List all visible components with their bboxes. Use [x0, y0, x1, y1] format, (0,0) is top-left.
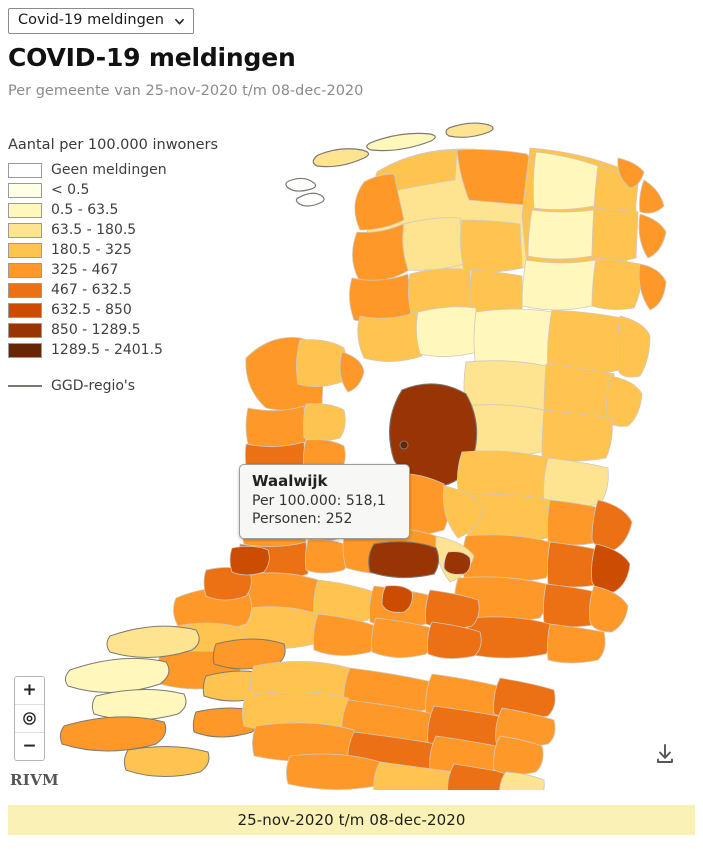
legend-item-label: 325 - 467: [51, 262, 119, 278]
tooltip-per-100000: Per 100.000: 518,1: [252, 493, 386, 509]
dataset-select[interactable]: Covid-19 meldingen: [8, 8, 194, 34]
zoom-in-button[interactable]: +: [15, 677, 44, 704]
download-icon: [652, 741, 678, 767]
limburg-north: [493, 735, 545, 790]
tooltip-municipality-name: Waalwijk: [252, 472, 328, 490]
legend-item-label: 850 - 1289.5: [51, 322, 141, 338]
legend-item[interactable]: 1289.5 - 2401.5: [8, 340, 218, 360]
zoom-out-button[interactable]: −: [15, 732, 44, 760]
north-provinces: [349, 147, 667, 462]
legend-item-label: 632.5 - 850: [51, 302, 132, 318]
rivm-logo: RIVM: [10, 771, 59, 789]
east-provinces: [454, 450, 633, 664]
map-zoom-controls: + −: [14, 676, 45, 761]
utrecht-randstad: [233, 572, 482, 659]
ggd-region-line-icon: [8, 385, 42, 387]
legend-swatch: [8, 202, 42, 218]
page-subtitle: Per gemeente van 25-nov-2020 t/m 08-dec-…: [8, 83, 364, 99]
legend-divider-space: [8, 360, 218, 376]
plus-icon: +: [22, 680, 37, 700]
legend: Aantal per 100.000 inwoners Geen melding…: [8, 137, 218, 396]
zeeland: [59, 625, 286, 778]
legend-item[interactable]: < 0.5: [8, 180, 218, 200]
legend-item-label: 180.5 - 325: [51, 242, 132, 258]
wadden-islands: [285, 122, 494, 207]
legend-item[interactable]: 632.5 - 850: [8, 300, 218, 320]
legend-swatch: [8, 302, 42, 318]
date-range-text: 25-nov-2020 t/m 08-dec-2020: [237, 811, 466, 829]
reset-view-button[interactable]: [15, 704, 44, 732]
legend-item[interactable]: 325 - 467: [8, 260, 218, 280]
map-tooltip: Waalwijk Per 100.000: 518,1 Personen: 25…: [239, 464, 410, 539]
legend-region-line-item[interactable]: GGD-regio's: [8, 376, 218, 396]
legend-item-label: 0.5 - 63.5: [51, 202, 119, 218]
date-range-bar: 25-nov-2020 t/m 08-dec-2020: [8, 805, 695, 835]
legend-swatch: [8, 162, 42, 178]
legend-swatch: [8, 262, 42, 278]
legend-item-label: 467 - 632.5: [51, 282, 132, 298]
noord-brabant: [242, 541, 556, 790]
legend-item-label: 63.5 - 180.5: [51, 222, 137, 238]
legend-item[interactable]: 467 - 632.5: [8, 280, 218, 300]
legend-swatch: [8, 342, 42, 358]
legend-item-label: 1289.5 - 2401.5: [51, 342, 163, 358]
legend-item[interactable]: 180.5 - 325: [8, 240, 218, 260]
legend-item-label: < 0.5: [51, 182, 90, 198]
legend-title: Aantal per 100.000 inwoners: [8, 137, 219, 153]
legend-swatch: [8, 222, 42, 238]
download-button[interactable]: [652, 741, 678, 767]
legend-item[interactable]: Geen meldingen: [8, 160, 218, 180]
legend-swatch: [8, 322, 42, 338]
legend-item-label: Geen meldingen: [51, 162, 167, 178]
legend-region-line-label: GGD-regio's: [51, 378, 136, 394]
legend-swatch: [8, 182, 42, 198]
page-title: COVID-19 meldingen: [8, 43, 296, 72]
legend-swatch: [8, 242, 42, 258]
target-icon: [22, 711, 37, 726]
legend-item[interactable]: 0.5 - 63.5: [8, 200, 218, 220]
chevron-down-icon: [174, 16, 185, 27]
minus-icon: −: [22, 736, 37, 756]
dataset-selector-wrapper: Covid-19 meldingen: [8, 8, 194, 34]
tooltip-personen: Personen: 252: [252, 511, 353, 528]
legend-swatch: [8, 282, 42, 298]
legend-item[interactable]: 850 - 1289.5: [8, 320, 218, 340]
legend-item[interactable]: 63.5 - 180.5: [8, 220, 218, 240]
dataset-select-value: Covid-19 meldingen: [18, 12, 164, 28]
